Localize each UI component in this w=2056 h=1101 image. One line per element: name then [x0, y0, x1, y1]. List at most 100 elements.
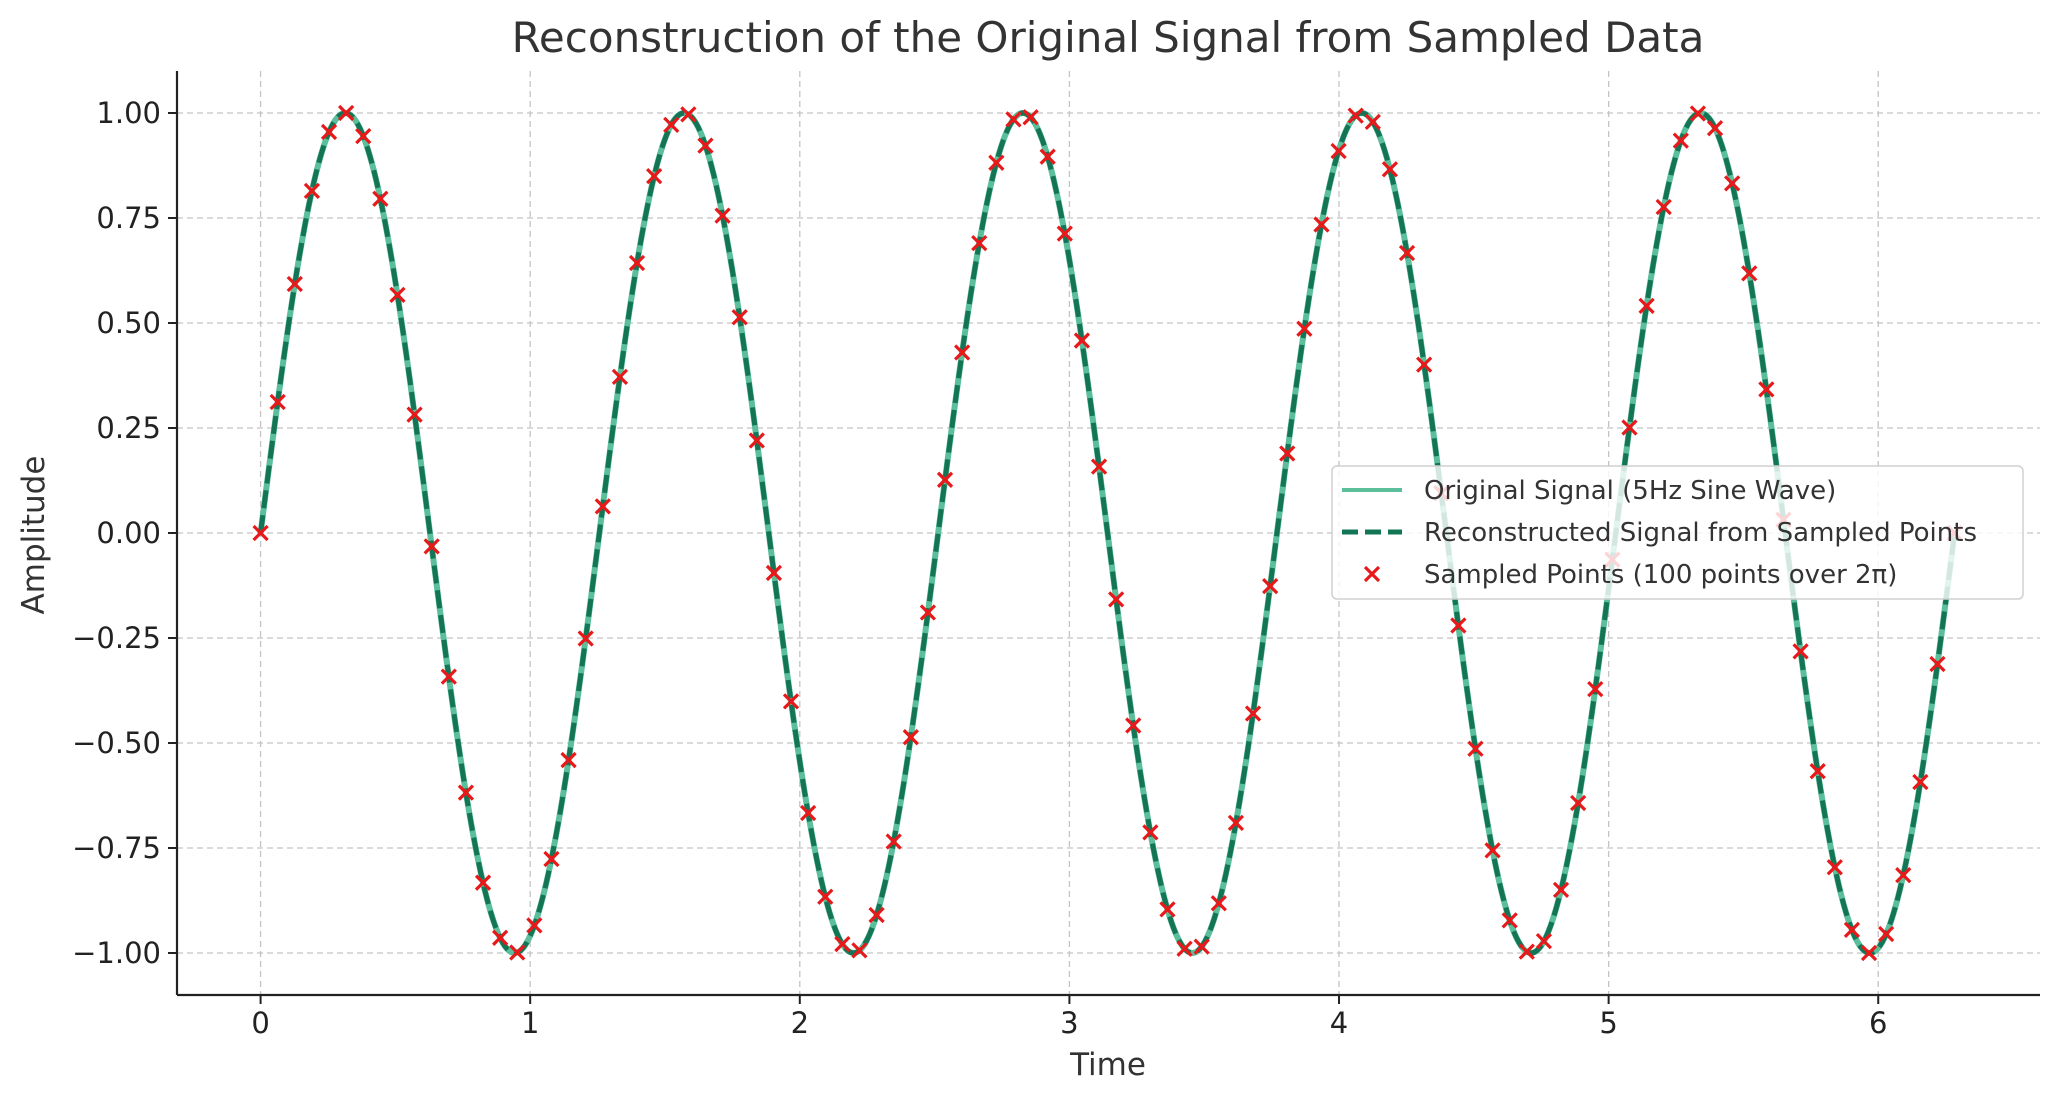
x-tick-label: 5	[1599, 1006, 1617, 1040]
sample-point	[834, 935, 851, 953]
sample-point	[406, 406, 423, 423]
sample-point	[628, 254, 646, 272]
sample-point	[320, 123, 338, 141]
chart-title: Reconstruction of the Original Signal fr…	[512, 13, 1705, 62]
sample-point	[1381, 161, 1399, 178]
sample-point	[1484, 842, 1501, 859]
y-axis-label: Amplitude	[16, 456, 52, 615]
y-tick-label: 0.75	[96, 201, 161, 235]
sample-point	[457, 784, 475, 801]
sample-point	[252, 524, 269, 542]
sample-point	[1860, 944, 1878, 962]
sample-point	[1398, 244, 1416, 262]
axes: 0 1 2 3 4 5 6 1.00 0.75 0.50 0.25 0.00 −0.25 −0.50 −0.…	[72, 71, 2040, 1040]
sample-point	[800, 804, 817, 822]
sample-point	[303, 182, 321, 200]
y-tick-label: 0.25	[96, 411, 161, 445]
sample-point	[817, 888, 834, 905]
sample-point	[1518, 943, 1535, 960]
sample-point	[474, 874, 492, 891]
sample-point	[748, 432, 765, 449]
sample-point	[782, 693, 800, 710]
sample-point	[1706, 120, 1724, 137]
sample-point	[1125, 717, 1142, 734]
sample-point	[560, 751, 577, 769]
sample-point	[543, 850, 560, 868]
x-tick-label: 6	[1869, 1006, 1887, 1040]
sample-point	[1741, 265, 1758, 282]
x-tick-label: 1	[521, 1006, 539, 1040]
legend: Original Signal (5Hz Sine Wave) Reconstru…	[1331, 465, 2024, 600]
x-axis-label: Time	[1069, 1047, 1146, 1083]
sample-point	[1022, 109, 1039, 126]
x-tick-label: 3	[1060, 1006, 1078, 1040]
legend-swatch-samples	[1363, 565, 1381, 583]
y-tick-label: −0.75	[72, 831, 161, 865]
sample-point	[1416, 356, 1433, 373]
y-tick-label: −1.00	[72, 936, 161, 970]
sample-point	[1176, 940, 1193, 957]
sample-point	[1792, 643, 1809, 660]
sample-point	[1929, 655, 1946, 673]
sample-point	[1621, 419, 1638, 436]
sample-point	[1655, 198, 1672, 216]
sample-point	[1638, 297, 1655, 315]
sample-point	[389, 286, 406, 303]
sample-point	[1450, 617, 1467, 634]
sample-point	[1843, 921, 1861, 939]
sample-point	[1758, 381, 1775, 398]
y-tick-label: 1.00	[96, 96, 161, 130]
sample-point	[509, 944, 526, 961]
sample-point	[1193, 938, 1210, 955]
sample-point	[851, 942, 868, 959]
sample-point	[1313, 216, 1330, 233]
sample-point	[269, 393, 286, 411]
sample-point	[731, 309, 748, 326]
sample-point	[286, 275, 303, 293]
sample-point	[885, 833, 902, 850]
sample-point	[1895, 866, 1912, 884]
sample-point	[1689, 105, 1707, 122]
sample-point	[1142, 824, 1159, 841]
sample-point	[1056, 225, 1073, 242]
x-tick-label: 2	[791, 1006, 809, 1040]
sample-point	[1587, 680, 1604, 698]
sample-point	[1467, 740, 1484, 757]
sample-point	[1039, 148, 1056, 165]
sample-point	[663, 116, 680, 133]
sample-point	[1672, 132, 1689, 149]
sample-point	[1279, 445, 1296, 462]
sample-point	[697, 137, 714, 154]
y-tick-label: −0.25	[72, 621, 161, 655]
x-tick-label: 0	[251, 1006, 269, 1040]
y-tick-label: −0.50	[72, 726, 161, 760]
sample-point	[680, 106, 697, 123]
sample-point	[1347, 107, 1364, 124]
sample-point	[372, 190, 389, 207]
sample-point	[919, 604, 937, 621]
sample-point	[1227, 814, 1245, 831]
sample-point	[355, 127, 372, 145]
sample-point	[1364, 113, 1381, 131]
sample-point	[1724, 175, 1741, 192]
sample-point	[1090, 458, 1108, 475]
y-tick-label: 0.00	[96, 516, 161, 550]
sample-point	[1296, 320, 1313, 337]
sample-point	[1073, 332, 1091, 349]
sample-point	[714, 207, 731, 224]
sample-point	[423, 538, 440, 555]
sample-point	[1878, 925, 1895, 943]
sample-point	[1159, 901, 1176, 918]
sample-point	[1005, 111, 1022, 128]
sample-point	[765, 564, 783, 582]
sample-point	[1262, 578, 1279, 595]
sample-point	[526, 917, 543, 934]
sample-point	[971, 235, 988, 252]
sample-point	[440, 668, 457, 685]
sample-point	[954, 344, 971, 361]
sample-point	[646, 167, 663, 185]
y-tick-label: 0.50	[96, 306, 161, 340]
sample-point	[1210, 895, 1227, 912]
sample-point	[492, 929, 509, 946]
